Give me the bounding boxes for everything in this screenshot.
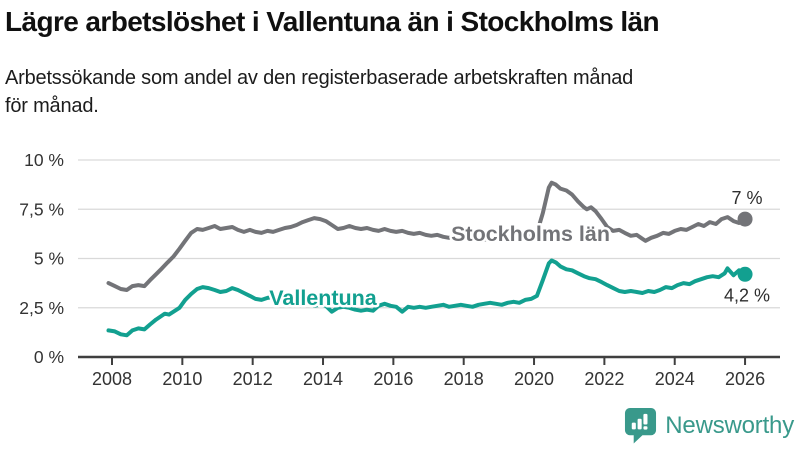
newsworthy-logo-icon xyxy=(625,408,657,444)
x-tick-label-2024: 2024 xyxy=(655,369,695,389)
y-tick-label-5: 5 % xyxy=(34,249,64,269)
end-dot-stockholms-lan xyxy=(737,211,753,227)
x-tick-label-2020: 2020 xyxy=(514,369,554,389)
x-tick-label-2018: 2018 xyxy=(444,369,484,389)
x-tick-label-2012: 2012 xyxy=(233,369,273,389)
chart-title: Lägre arbetslöshet i Vallentuna än i Sto… xyxy=(5,6,660,37)
brand-name: Newsworthy xyxy=(665,411,794,439)
series-line-stockholms-lan xyxy=(106,180,748,292)
x-tick-label-2022: 2022 xyxy=(584,369,624,389)
subtitle-line-2: för månad. xyxy=(5,95,99,117)
x-tick-label-2016: 2016 xyxy=(373,369,413,389)
brand-footer: Newsworthy xyxy=(624,407,794,444)
x-tick-label-2010: 2010 xyxy=(162,369,202,389)
series-label-stockholms-lan: Stockholms län xyxy=(451,222,610,246)
subtitle-line-1: Arbetssökande som andel av den registerb… xyxy=(5,67,634,89)
series-label-vallentuna: Vallentuna xyxy=(269,286,378,310)
end-value-label-vallentuna: 4,2 % xyxy=(724,285,770,305)
end-value-label-stockholms-lan: 7 % xyxy=(732,188,763,208)
end-dot-vallentuna xyxy=(737,266,753,282)
series-line-vallentuna xyxy=(106,258,748,338)
y-tick-label-2.5: 2,5 % xyxy=(19,298,64,318)
chart-subtitle: Arbetssökande som andel av den registerb… xyxy=(5,64,795,120)
y-tick-label-7.5: 7,5 % xyxy=(19,199,64,219)
y-tick-label-10: 10 % xyxy=(24,150,64,170)
x-tick-label-2008: 2008 xyxy=(92,369,132,389)
x-tick-label-2014: 2014 xyxy=(303,369,343,389)
x-tick-label-2026: 2026 xyxy=(725,369,765,389)
y-tick-label-0: 0 % xyxy=(34,347,64,367)
